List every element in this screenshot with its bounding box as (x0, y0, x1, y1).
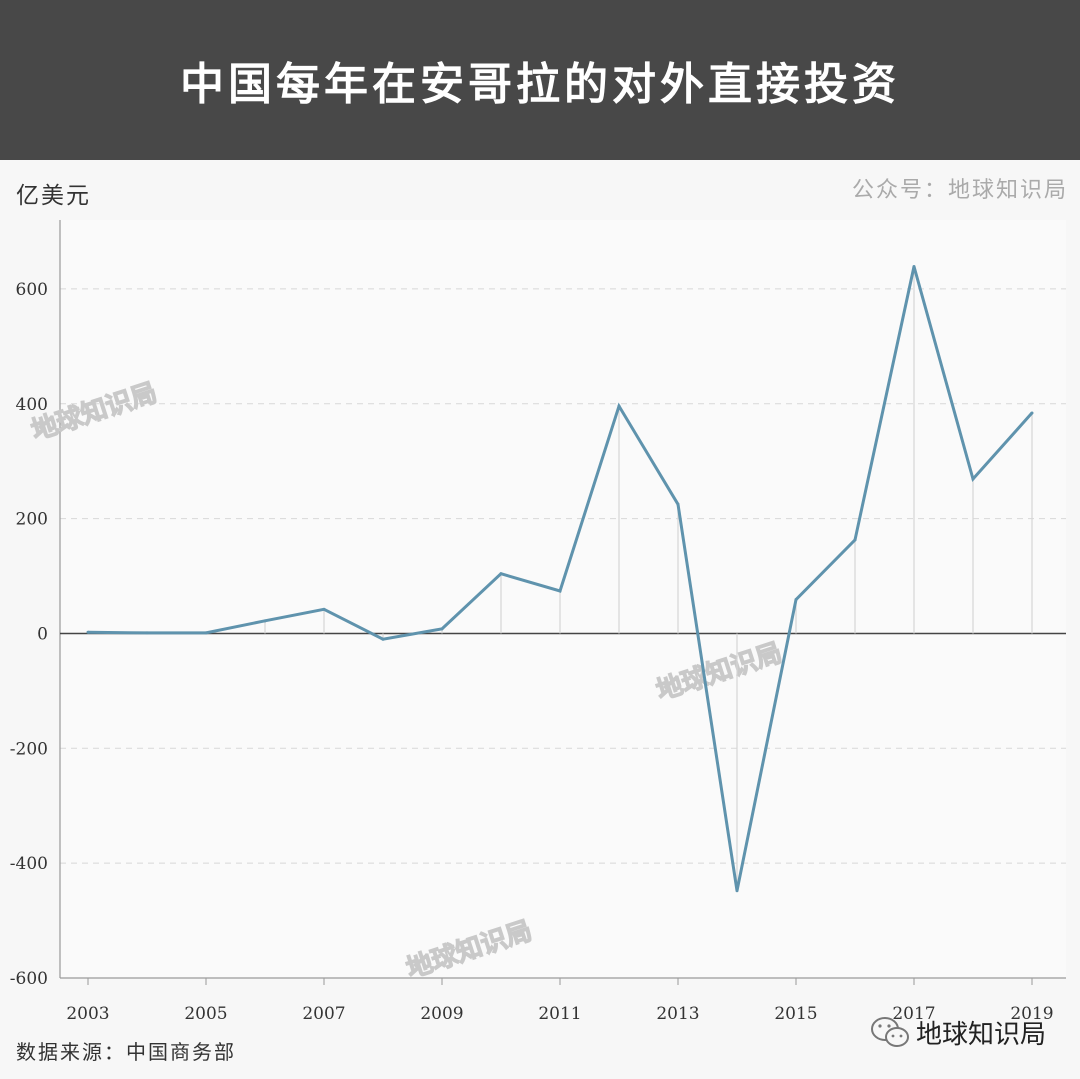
data-point (204, 631, 208, 635)
data-point (912, 265, 916, 269)
brand-label: 地球知识局 (915, 1020, 1046, 1050)
y-tick-label: 200 (16, 510, 48, 530)
data-point (794, 598, 798, 602)
data-point (263, 619, 267, 623)
x-tick-label: 2019 (1010, 1004, 1053, 1024)
title-banner: 中国每年在安哥拉的对外直接投资 (0, 0, 1080, 160)
data-point (617, 404, 621, 408)
y-tick-label: 400 (16, 395, 48, 415)
data-point (676, 502, 680, 506)
data-point (381, 637, 385, 641)
x-tick-label: 2013 (656, 1004, 699, 1024)
data-point (971, 477, 975, 481)
x-tick-label: 2015 (774, 1004, 817, 1024)
x-tick-label: 2003 (66, 1004, 109, 1024)
y-tick-label: -600 (10, 969, 48, 989)
data-point (1030, 411, 1034, 415)
data-point (440, 627, 444, 631)
data-point (322, 607, 326, 611)
plot-area (60, 220, 1066, 978)
credit-text: 公众号：地球知识局 (851, 178, 1068, 203)
data-source-text: 数据来源：中国商务部 (16, 1040, 236, 1064)
y-axis-unit-label: 亿美元 (16, 183, 91, 209)
x-tick-label: 2009 (420, 1004, 463, 1024)
chart-title: 中国每年在安哥拉的对外直接投资 (180, 59, 900, 110)
x-tick-label: 2011 (538, 1004, 581, 1024)
data-point (853, 538, 857, 542)
data-point (735, 889, 739, 893)
data-point (499, 572, 503, 576)
data-point (558, 589, 562, 593)
y-tick-label: 0 (37, 624, 48, 644)
y-tick-label: -200 (10, 739, 48, 759)
x-tick-label: 2017 (892, 1004, 935, 1024)
brand-logo: 地球知识局 (870, 1014, 1046, 1051)
x-tick-label: 2007 (302, 1004, 345, 1024)
wechat-icon (870, 1016, 909, 1047)
y-tick-label: 600 (16, 280, 48, 300)
data-point (145, 631, 149, 635)
y-tick-label: -400 (10, 854, 48, 874)
data-point (86, 630, 90, 634)
x-tick-label: 2005 (184, 1004, 227, 1024)
